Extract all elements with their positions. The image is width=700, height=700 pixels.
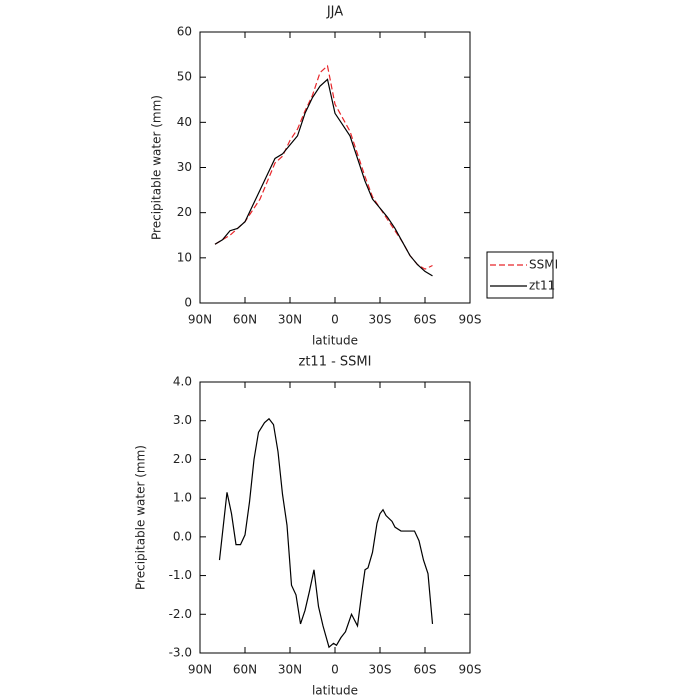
- plot-frame: [199, 31, 471, 304]
- legend-box: [486, 251, 554, 299]
- y-tick-label: 40: [177, 115, 192, 129]
- x-tick-label: 90S: [459, 663, 482, 677]
- y-tick-label: 0: [184, 296, 192, 310]
- x-tick-label: 30S: [369, 663, 392, 677]
- x-axis-label: latitude: [312, 334, 358, 348]
- y-tick-label: -2.0: [169, 607, 192, 621]
- x-tick-label: 60S: [414, 313, 437, 327]
- chart-title: JJA: [326, 5, 343, 20]
- x-tick-label: 0: [331, 313, 339, 327]
- x-axis-label: latitude: [312, 684, 358, 698]
- legend-label: zt11: [529, 279, 555, 293]
- x-tick-label: 90N: [188, 663, 212, 677]
- y-tick-label: 20: [177, 205, 192, 219]
- x-tick-label: 60N: [233, 313, 257, 327]
- y-tick-label: 4.0: [173, 375, 192, 389]
- x-tick-label: 60N: [233, 663, 257, 677]
- y-tick-label: -1.0: [169, 568, 192, 582]
- y-tick-label: 2.0: [173, 452, 192, 466]
- x-tick-label: 30N: [278, 313, 302, 327]
- y-tick-label: 10: [177, 250, 192, 264]
- x-tick-label: 60S: [414, 663, 437, 677]
- plot-frame: [199, 381, 471, 654]
- chart-title: zt11 - SSMI: [299, 355, 372, 370]
- data-line: [218, 417, 434, 649]
- y-axis-label: Precipitable water (mm): [150, 95, 164, 240]
- y-tick-label: 60: [177, 25, 192, 39]
- y-tick-label: 50: [177, 70, 192, 84]
- x-tick-label: 90N: [188, 313, 212, 327]
- y-tick-label: 1.0: [173, 491, 192, 505]
- y-tick-label: 3.0: [173, 413, 192, 427]
- y-tick-label: 30: [177, 160, 192, 174]
- x-tick-label: 30N: [278, 663, 302, 677]
- x-tick-label: 0: [331, 663, 339, 677]
- legend-label: SSMI: [529, 258, 558, 272]
- data-line: [214, 78, 433, 277]
- y-tick-label: 0.0: [173, 529, 192, 543]
- data-line: [214, 64, 433, 270]
- x-tick-label: 90S: [459, 313, 482, 327]
- y-tick-label: -3.0: [169, 646, 192, 660]
- y-axis-label: Precipitable water (mm): [134, 445, 148, 590]
- x-tick-label: 30S: [369, 313, 392, 327]
